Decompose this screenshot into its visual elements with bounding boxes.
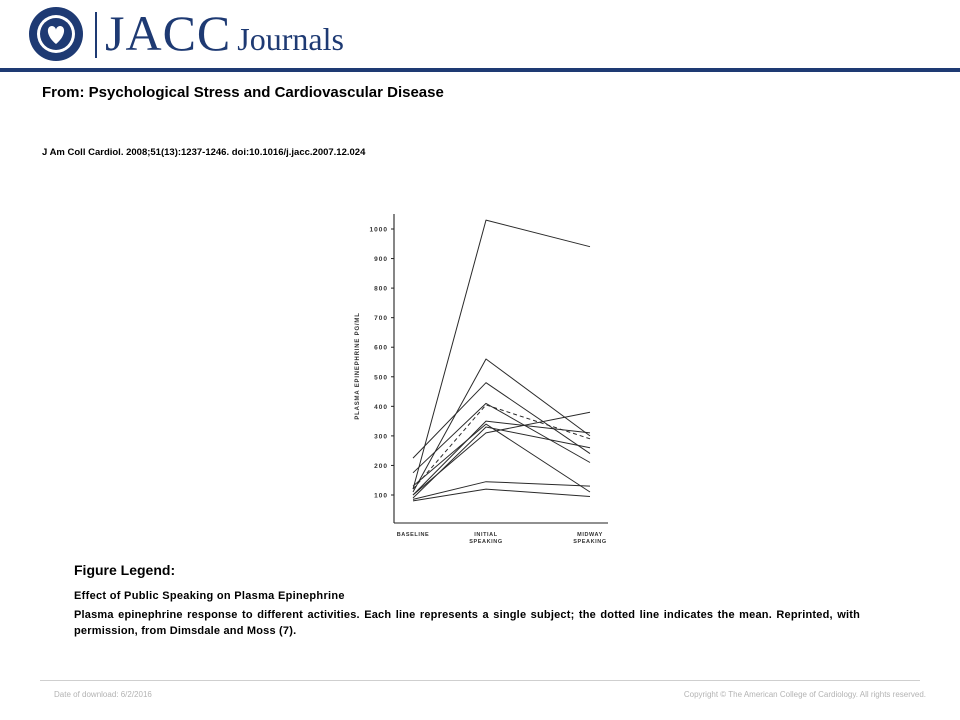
subject-series-line xyxy=(412,420,591,496)
subject-series-line xyxy=(412,219,591,490)
figure-legend-title: Effect of Public Speaking on Plasma Epin… xyxy=(74,590,345,602)
logo-main-text: JACC xyxy=(105,5,232,61)
logo-divider xyxy=(95,12,97,58)
y-tick-label: 500 xyxy=(374,374,388,381)
x-category-label: INITIAL SPEAKING xyxy=(469,532,503,545)
subject-series-line xyxy=(412,382,591,459)
epinephrine-line-chart: 100 200 300 400 500 600 700 800 900 1000 PLASMA EP… xyxy=(355,214,608,545)
x-category-label: BASELINE xyxy=(397,532,430,538)
y-tick-label: 600 xyxy=(374,345,388,352)
download-date: Date of download: 6/2/2016 xyxy=(54,690,152,699)
figure-legend-heading: Figure Legend: xyxy=(74,562,176,578)
article-title: From: Psychological Stress and Cardiovas… xyxy=(42,84,444,101)
header: JACC Journals xyxy=(0,0,960,72)
y-axis-label: PLASMA EPINEPHRINE PG/ML xyxy=(355,312,361,419)
y-tick-label: 800 xyxy=(374,286,388,293)
figure: 100 200 300 400 500 600 700 800 900 1000 PLASMA EP… xyxy=(340,208,620,556)
y-tick-label: 700 xyxy=(374,315,388,322)
y-tick-label: 100 xyxy=(374,493,388,500)
journal-logo[interactable]: JACC Journals xyxy=(105,4,344,62)
acc-seal-logo xyxy=(29,7,83,61)
logo-sub-text: Journals xyxy=(237,21,344,57)
y-tick-label: 300 xyxy=(374,433,388,440)
subject-series-line xyxy=(412,488,591,502)
y-tick-label: 400 xyxy=(374,404,388,411)
header-rule xyxy=(0,68,960,72)
subject-series-line xyxy=(412,423,591,493)
figure-legend-description: Plasma epinephrine response to different… xyxy=(74,609,860,637)
y-tick-label: 200 xyxy=(374,463,388,470)
y-tick-label: 1000 xyxy=(370,227,388,234)
subject-series-line xyxy=(412,426,591,499)
subject-series-line xyxy=(412,358,591,493)
subject-series-line xyxy=(412,481,591,500)
mean-series-line xyxy=(412,404,591,490)
footer-rule xyxy=(40,680,920,681)
subject-series-line xyxy=(412,402,591,474)
article-citation[interactable]: J Am Coll Cardiol. 2008;51(13):1237-1246… xyxy=(42,147,366,158)
y-tick-label: 900 xyxy=(374,256,388,263)
x-category-label: MIDWAY SPEAKING xyxy=(573,532,607,545)
copyright-notice: Copyright © The American College of Card… xyxy=(683,690,926,699)
